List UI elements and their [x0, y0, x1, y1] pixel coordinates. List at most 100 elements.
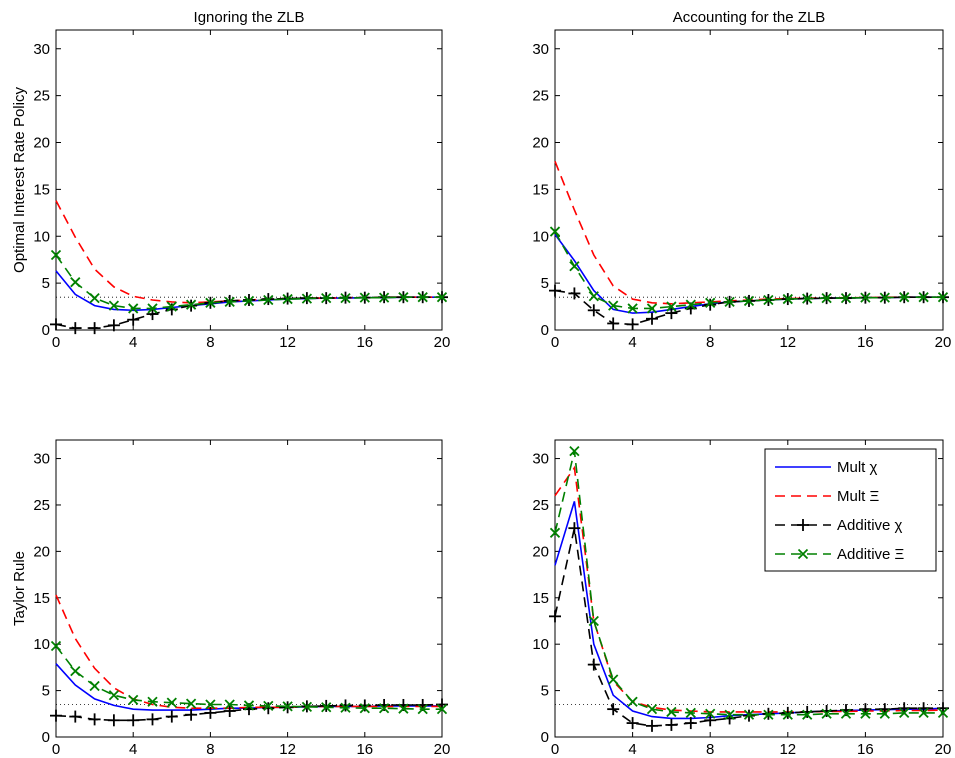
y-tick-label: 10 — [33, 228, 50, 245]
data-point — [608, 674, 619, 685]
data-point — [50, 640, 62, 652]
data-point — [588, 291, 599, 302]
data-point — [88, 322, 101, 335]
data-point — [107, 319, 120, 332]
data-point — [646, 719, 658, 732]
data-point — [724, 709, 735, 720]
data-point — [70, 665, 81, 677]
legend-item: Additive χ — [775, 517, 903, 534]
chart-panel-3: 0 4 8 12 16 20 0 5 10 15 20 25 30 Taylor Rule — [11, 439, 450, 758]
x-tick-label: 8 — [206, 334, 214, 351]
data-point — [107, 714, 120, 727]
data-point — [608, 300, 619, 311]
data-point — [899, 707, 910, 719]
data-point — [417, 292, 428, 303]
data-point — [436, 292, 448, 303]
data-point — [127, 313, 140, 326]
x-tick-label: 16 — [857, 334, 874, 351]
data-point — [607, 317, 620, 330]
legend-label: Additive Ξ — [837, 546, 905, 563]
legend-item: Mult χ — [775, 459, 878, 476]
x-tick-label: 4 — [129, 334, 137, 351]
x-tick-label: 12 — [279, 334, 296, 351]
data-point — [666, 301, 677, 312]
data-point — [262, 702, 275, 715]
x-tick-label: 0 — [551, 741, 559, 758]
data-point — [568, 522, 581, 535]
data-point — [704, 298, 717, 311]
data-point — [339, 699, 352, 712]
data-point — [108, 300, 120, 311]
data-point — [802, 293, 813, 304]
data-point — [166, 697, 177, 708]
chart-panel-1: 0 4 8 12 16 20 0 5 10 15 20 25 30 Ignoring the ZLB Opt… — [11, 9, 450, 351]
data-point — [223, 705, 236, 718]
axes-box — [55, 439, 443, 738]
x-tick-label: 4 — [628, 334, 636, 351]
data-point — [549, 226, 561, 237]
x-tick-label: 20 — [935, 334, 952, 351]
data-point — [569, 261, 580, 272]
data-point — [321, 292, 332, 304]
data-point — [128, 303, 139, 314]
data-point — [684, 717, 697, 730]
data-point — [781, 706, 794, 719]
data-point — [89, 292, 100, 304]
data-point — [821, 292, 832, 304]
data-point — [205, 699, 216, 710]
data-point — [243, 295, 255, 307]
data-point — [646, 303, 658, 314]
y-axis-label: Optimal Interest Rate Policy — [11, 87, 28, 273]
x-tick-label: 12 — [279, 741, 296, 758]
data-point — [147, 303, 158, 314]
data-point — [840, 292, 852, 304]
data-point — [185, 708, 198, 721]
legend-label: Mult Ξ — [837, 488, 880, 505]
data-point — [782, 293, 793, 305]
data-point — [588, 615, 599, 627]
data-point — [224, 296, 235, 308]
data-point — [146, 308, 159, 321]
data-point — [705, 297, 716, 308]
y-tick-label: 25 — [33, 497, 50, 514]
data-point — [918, 707, 929, 719]
data-point — [301, 293, 313, 304]
data-point — [166, 301, 177, 312]
data-point — [626, 318, 639, 331]
data-point — [860, 708, 871, 719]
legend-label: Mult χ — [837, 459, 878, 476]
x-tick-label: 0 — [52, 334, 60, 351]
data-point — [569, 446, 580, 457]
x-tick-label: 12 — [779, 334, 796, 351]
data-point — [69, 710, 82, 723]
data-point — [665, 718, 678, 731]
data-point — [782, 709, 793, 720]
data-point — [743, 295, 755, 307]
data-point — [704, 714, 717, 727]
y-tick-label: 15 — [532, 181, 549, 198]
data-point — [417, 704, 428, 715]
data-point — [165, 710, 178, 723]
axes-box — [55, 29, 443, 331]
x-tick-label: 0 — [52, 741, 60, 758]
y-tick-label: 10 — [33, 636, 50, 653]
series-line-3 — [554, 289, 943, 326]
y-tick-label: 10 — [532, 636, 549, 653]
data-point — [607, 703, 620, 716]
chart-title: Accounting for the ZLB — [673, 9, 826, 26]
data-point — [646, 704, 658, 715]
data-point — [205, 297, 216, 308]
data-point — [301, 701, 313, 712]
data-point — [282, 293, 293, 305]
y-tick-label: 15 — [33, 181, 50, 198]
y-tick-label: 20 — [33, 135, 50, 152]
data-point — [899, 292, 910, 303]
y-tick-label: 5 — [541, 275, 549, 292]
data-point — [587, 658, 600, 671]
data-point — [282, 701, 293, 712]
data-point — [685, 707, 696, 719]
x-tick-label: 8 — [206, 741, 214, 758]
y-tick-label: 30 — [33, 41, 50, 58]
data-point — [879, 708, 890, 719]
data-point — [398, 703, 409, 714]
